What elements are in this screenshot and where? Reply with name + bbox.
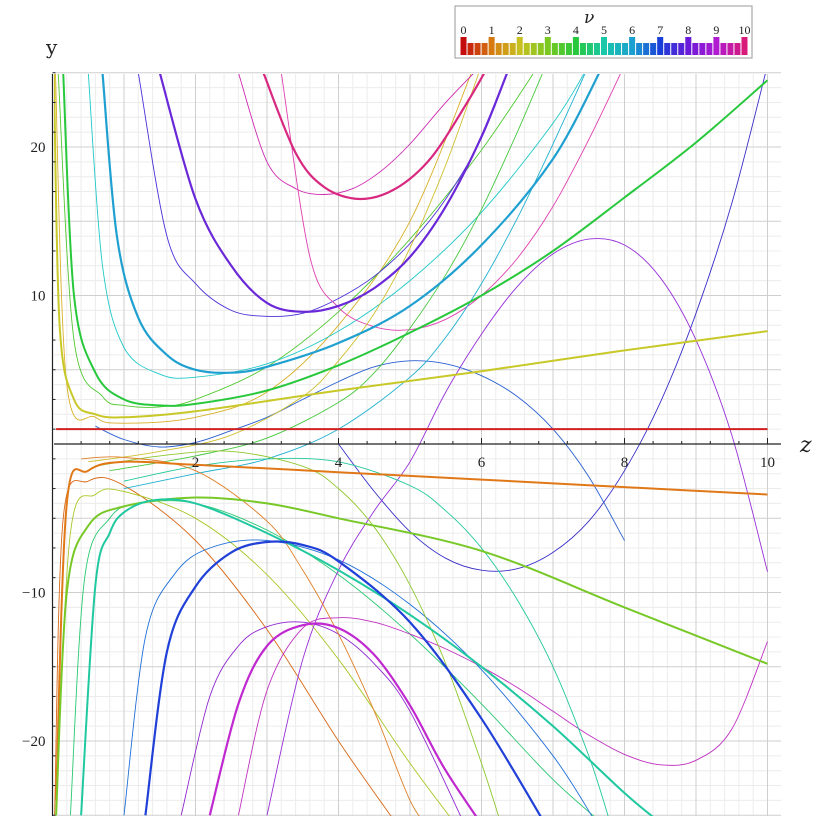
- minor-grid: [54, 74, 781, 816]
- series-line-nu-4_2: [109, 74, 543, 472]
- legend-swatch: [643, 43, 650, 55]
- legend-swatch: [608, 43, 615, 55]
- x-tick-label: 8: [621, 455, 629, 471]
- series-line-nu-5_2: [123, 457, 609, 816]
- legend-swatch: [741, 37, 748, 55]
- legend-swatch: [727, 43, 734, 55]
- y-tick-label: 20: [31, 140, 46, 156]
- legend-tick-label: 1: [489, 23, 495, 37]
- legend-tick-label: 9: [713, 23, 719, 37]
- legend-tick-label: 6: [629, 23, 635, 37]
- series-line-nu-7: [144, 540, 542, 816]
- x-axis-label: z: [799, 433, 812, 458]
- legend-swatch: [530, 43, 537, 55]
- legend-swatch: [488, 37, 495, 55]
- series-line-nu-3_2: [95, 450, 499, 816]
- axes: [51, 72, 781, 816]
- legend-tick-label: 4: [573, 23, 579, 37]
- legend-swatch: [664, 43, 671, 55]
- series-line-nu-6: [101, 74, 600, 374]
- legend: ν 0 1 2 3 4 5 6 7 8 9 10: [454, 5, 753, 59]
- series-line-nu-1: [55, 460, 768, 801]
- series-line-nu-8_5: [180, 621, 462, 816]
- legend-swatch: [509, 43, 516, 55]
- legend-swatch: [467, 43, 474, 55]
- legend-tick-label: 2: [517, 23, 523, 37]
- legend-tick-label: 7: [657, 23, 663, 37]
- legend-swatch: [495, 43, 502, 55]
- legend-swatch: [544, 37, 551, 55]
- series-line-nu-10: [262, 74, 486, 201]
- legend-swatch: [565, 43, 572, 55]
- legend-swatch: [706, 43, 713, 55]
- legend-swatch: [678, 43, 685, 55]
- legend-tick-label: 10: [738, 23, 750, 37]
- legend-swatch: [593, 43, 600, 55]
- legend-swatch: [657, 37, 664, 55]
- tick-labels: 2 4 6 8 10 −20 −10 10 20: [22, 140, 775, 750]
- series-line-nu-0_5: [54, 477, 392, 816]
- legend-swatch: [650, 43, 657, 55]
- legend-swatch: [629, 37, 636, 55]
- legend-swatch: [551, 43, 558, 55]
- series-line-nu-5_5: [87, 74, 585, 379]
- series-line-nu-2: [54, 74, 768, 419]
- y-tick-label: −10: [22, 586, 45, 602]
- x-tick-label: 4: [335, 455, 343, 471]
- major-grid: [52, 72, 781, 816]
- legend-swatch: [558, 43, 565, 55]
- series-line-nu-5: [80, 498, 654, 816]
- x-tick-label: 2: [192, 455, 200, 471]
- series-line-nu-7_2: [95, 360, 625, 541]
- series-line-nu-7_5: [138, 74, 508, 317]
- legend-swatch: [671, 43, 678, 55]
- legend-swatch: [699, 43, 706, 55]
- series-line-nu-8: [158, 74, 508, 313]
- series-line-nu-9_5: [238, 74, 474, 195]
- x-tick-label: 6: [478, 455, 486, 471]
- legend-tick-label: 8: [685, 23, 691, 37]
- legend-swatch: [586, 43, 593, 55]
- legend-title: ν: [584, 8, 594, 28]
- series-line-nu-4: [62, 74, 769, 407]
- series-line-nu-2_5: [55, 488, 450, 816]
- y-tick-label: 10: [31, 289, 46, 305]
- legend-swatch: [502, 43, 509, 55]
- series-line-nu-2_2: [88, 74, 479, 463]
- legend-swatch: [460, 37, 467, 55]
- y-tick-label: −20: [22, 734, 45, 750]
- series-line-nu-1_2: [81, 456, 420, 816]
- legend-swatch: [537, 43, 544, 55]
- series-line-nu-9_6: [281, 74, 621, 331]
- legend-tick-label: 3: [545, 23, 551, 37]
- x-tick-label: 10: [760, 455, 775, 471]
- legend-swatch: [720, 43, 727, 55]
- series-line-nu-6_5: [123, 539, 593, 816]
- series-layer: [54, 74, 769, 816]
- legend-swatch: [615, 43, 622, 55]
- legend-tick-label: 0: [461, 23, 467, 37]
- legend-swatch: [516, 37, 523, 55]
- legend-swatch: [481, 43, 488, 55]
- legend-swatch: [622, 43, 629, 55]
- legend-swatch: [636, 43, 643, 55]
- legend-swatch: [572, 37, 579, 55]
- series-line-nu-4_5: [69, 500, 595, 816]
- legend-swatch: [600, 37, 608, 55]
- legend-tick-label: 5: [601, 23, 607, 37]
- legend-swatch: [692, 43, 699, 55]
- legend-swatch: [734, 43, 741, 55]
- series-line-nu-3: [55, 496, 768, 816]
- legend-swatch: [685, 37, 692, 55]
- legend-swatch: [579, 43, 586, 55]
- series-line-nu-9: [208, 622, 478, 816]
- legend-swatch: [474, 43, 481, 55]
- y-axis-label: y: [45, 35, 58, 59]
- legend-swatch: [523, 43, 530, 55]
- series-line-nu-9_2: [237, 617, 768, 816]
- series-line-nu-3_5: [57, 74, 534, 408]
- legend-swatch: [713, 37, 720, 55]
